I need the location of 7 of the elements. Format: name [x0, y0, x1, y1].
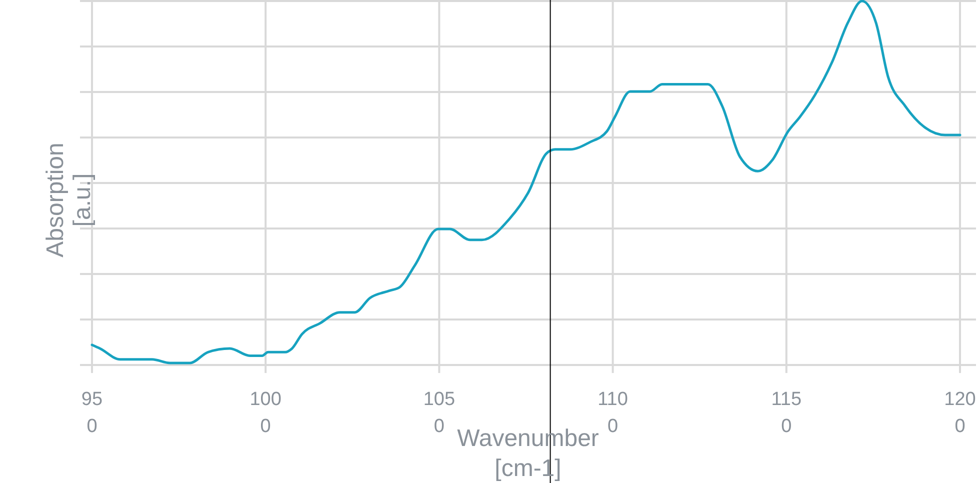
x-tick-label: 95 0 [81, 389, 103, 437]
x-tick-label: 110 0 [598, 389, 628, 437]
x-tick-label: 120 0 [944, 389, 976, 437]
x-tick-label: 105 0 [423, 389, 456, 437]
y-axis-title: Absorption [a.u.] [42, 142, 96, 258]
x-tick-label: 115 0 [771, 389, 802, 437]
x-tick-label: 100 0 [250, 389, 282, 437]
